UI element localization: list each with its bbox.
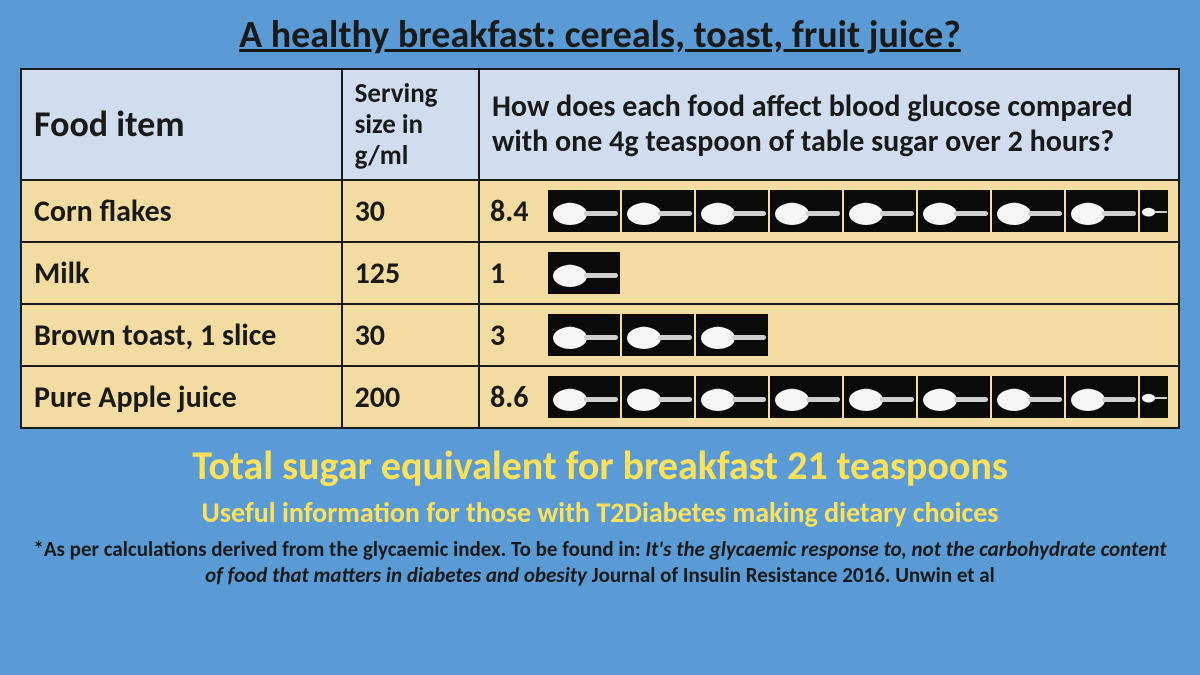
header-serving: Serving size in g/ml xyxy=(342,69,479,180)
ref-prefix: *As per calculations derived from the gl… xyxy=(33,536,645,562)
spoon-icon xyxy=(622,190,694,232)
cell-teaspoons: 8.6 xyxy=(479,366,1179,428)
spoon-icon xyxy=(622,314,694,356)
spoon-icon xyxy=(918,190,990,232)
header-food: Food item xyxy=(21,69,342,180)
footer: Total sugar equivalent for breakfast 21 … xyxy=(0,429,1200,675)
spoon-icon xyxy=(992,376,1064,418)
spoon-icon xyxy=(844,376,916,418)
slide: A healthy breakfast: cereals, toast, fru… xyxy=(0,0,1200,675)
cell-food: Corn flakes xyxy=(21,180,342,242)
header-effect: How does each food affect blood glucose … xyxy=(479,69,1179,180)
spoon-icon xyxy=(548,190,620,232)
spoon-icon xyxy=(770,376,842,418)
spoon-icon xyxy=(696,314,768,356)
cell-food: Milk xyxy=(21,242,342,304)
table-row: Corn flakes30 8.4 xyxy=(21,180,1179,242)
spoon-icons xyxy=(548,314,768,356)
teaspoon-value: 3 xyxy=(490,317,538,354)
spoon-icons xyxy=(548,252,620,294)
teaspoon-value: 8.4 xyxy=(490,193,538,230)
header-row: Food item Serving size in g/ml How does … xyxy=(21,69,1179,180)
spoon-icon-partial xyxy=(1140,376,1168,418)
total-line: Total sugar equivalent for breakfast 21 … xyxy=(192,443,1008,489)
spoon-icon xyxy=(548,376,620,418)
spoon-icon xyxy=(622,376,694,418)
cell-teaspoons: 8.4 xyxy=(479,180,1179,242)
spoon-icon xyxy=(548,252,620,294)
teaspoon-value: 8.6 xyxy=(490,379,538,416)
table-row: Pure Apple juice200 8.6 xyxy=(21,366,1179,428)
reference-line: *As per calculations derived from the gl… xyxy=(28,536,1172,589)
spoon-icon-partial xyxy=(1140,190,1168,232)
cell-food: Brown toast, 1 slice xyxy=(21,304,342,366)
table-row: Brown toast, 1 slice30 3 xyxy=(21,304,1179,366)
spoon-icon xyxy=(696,190,768,232)
spoon-icon xyxy=(770,190,842,232)
table-row: Milk125 1 xyxy=(21,242,1179,304)
slide-title: A healthy breakfast: cereals, toast, fru… xyxy=(0,0,1200,68)
cell-food: Pure Apple juice xyxy=(21,366,342,428)
cell-serving: 30 xyxy=(342,304,479,366)
spoon-icon xyxy=(1066,190,1138,232)
table-container: Food item Serving size in g/ml How does … xyxy=(20,68,1180,429)
cell-teaspoons: 1 xyxy=(479,242,1179,304)
ref-suffix: Journal of Insulin Resistance 2016. Unwi… xyxy=(592,562,995,588)
spoon-icon xyxy=(918,376,990,418)
spoon-icon xyxy=(1066,376,1138,418)
sub-line: Useful information for those with T2Diab… xyxy=(202,495,999,530)
teaspoon-value: 1 xyxy=(490,255,538,292)
cell-serving: 125 xyxy=(342,242,479,304)
spoon-icon xyxy=(844,190,916,232)
spoon-icon xyxy=(696,376,768,418)
spoon-icons xyxy=(548,376,1168,418)
spoon-icon xyxy=(548,314,620,356)
spoon-icon xyxy=(992,190,1064,232)
nutrition-table: Food item Serving size in g/ml How does … xyxy=(20,68,1180,429)
cell-serving: 30 xyxy=(342,180,479,242)
spoon-icons xyxy=(548,190,1168,232)
cell-teaspoons: 3 xyxy=(479,304,1179,366)
cell-serving: 200 xyxy=(342,366,479,428)
